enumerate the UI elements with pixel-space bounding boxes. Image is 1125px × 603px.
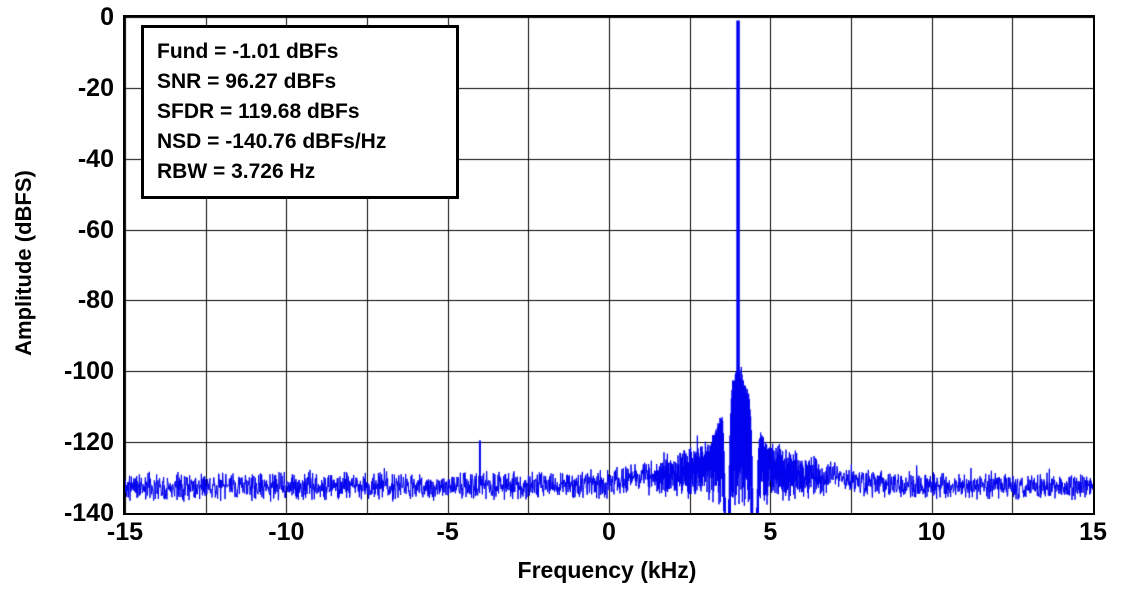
x-tick-label: 0 bbox=[602, 518, 616, 546]
x-tick-label: -15 bbox=[106, 518, 144, 546]
annotation-box: Fund = -1.01 dBFs SNR = 96.27 dBFs SFDR … bbox=[141, 25, 459, 199]
x-axis-title: Frequency (kHz) bbox=[517, 557, 697, 583]
x-tick-label: 15 bbox=[1079, 518, 1107, 546]
y-tick-label: 0 bbox=[100, 3, 114, 31]
x-tick-label: -10 bbox=[268, 518, 305, 546]
y-tick-label: -20 bbox=[77, 73, 114, 102]
y-tick-label: -80 bbox=[77, 286, 114, 315]
y-tick-label: -40 bbox=[77, 144, 114, 173]
y-axis-title: Amplitude (dBFS) bbox=[11, 170, 36, 356]
annotation-line-rbw: RBW = 3.726 Hz bbox=[157, 160, 316, 183]
annotation-line-fund: Fund = -1.01 dBFs bbox=[157, 40, 339, 63]
x-tick-label: -5 bbox=[436, 518, 459, 546]
y-tick-label: -100 bbox=[63, 357, 114, 386]
annotation-line-nsd: NSD = -140.76 dBFs/Hz bbox=[157, 130, 387, 153]
annotation-line-snr: SNR = 96.27 dBFs bbox=[157, 70, 337, 93]
y-tick-label: -140 bbox=[63, 499, 114, 527]
y-tick-label: -60 bbox=[77, 215, 114, 244]
y-tick-label: -120 bbox=[63, 428, 114, 457]
annotation-line-sfdr: SFDR = 119.68 dBFs bbox=[157, 100, 360, 123]
x-tick-label: 5 bbox=[763, 518, 778, 546]
x-tick-label: 10 bbox=[917, 518, 946, 546]
